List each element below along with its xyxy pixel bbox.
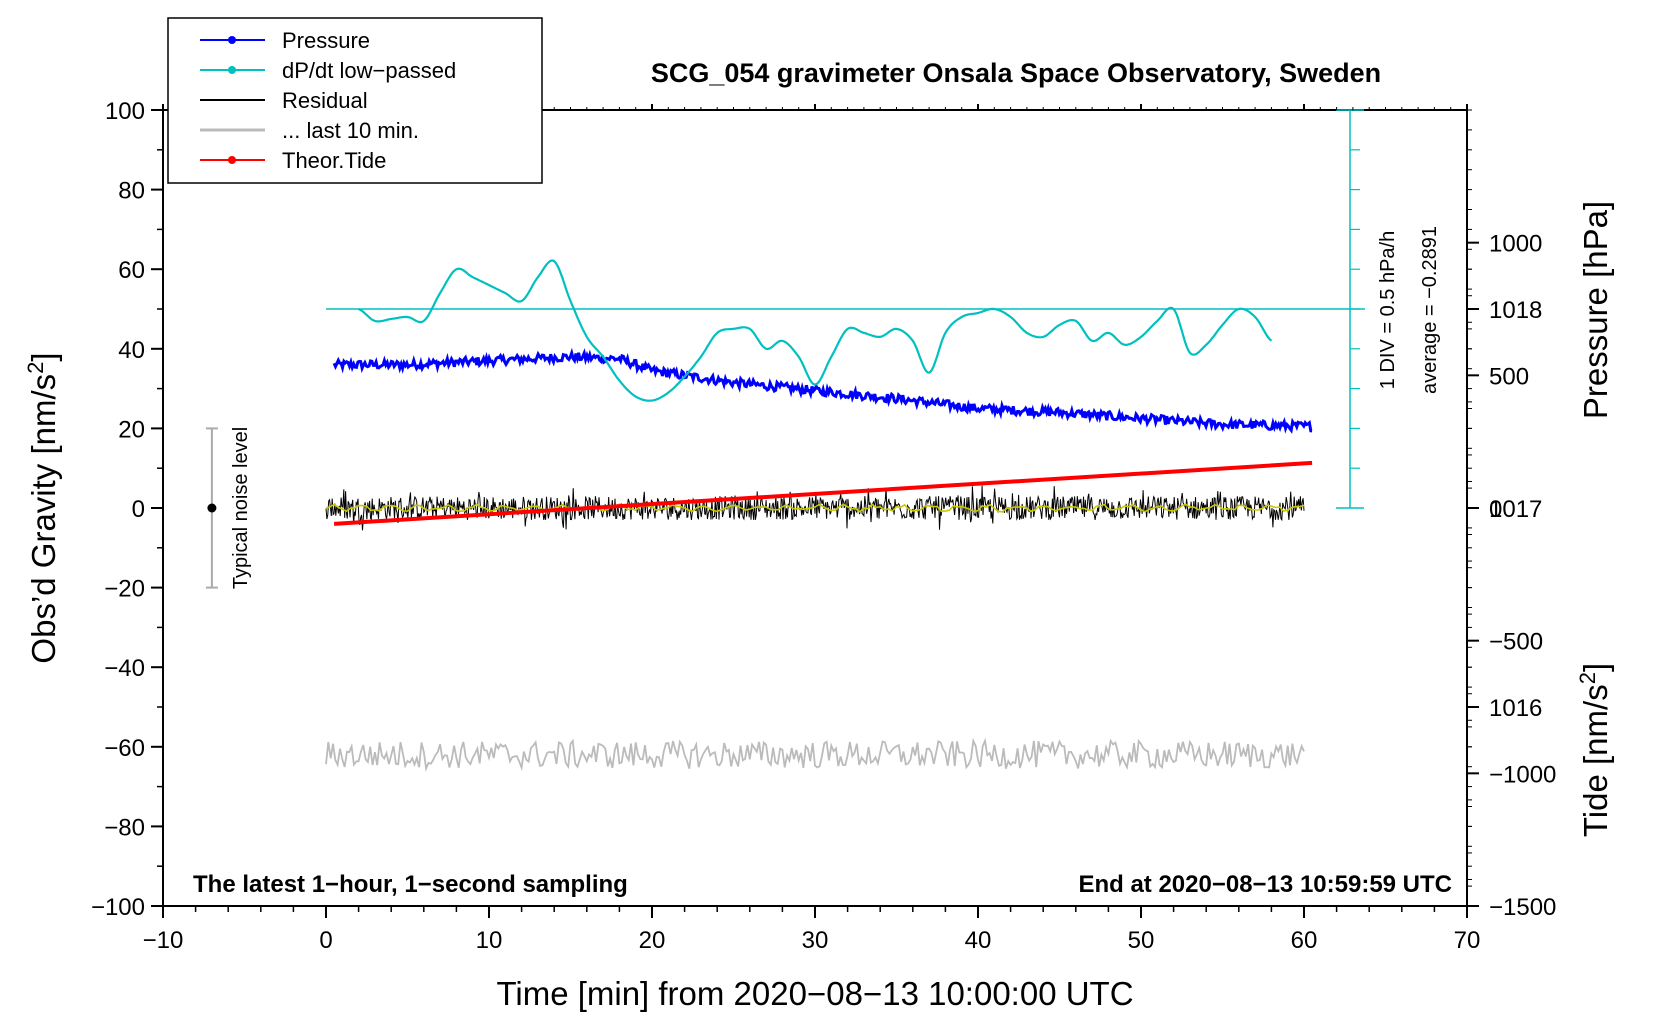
y-tide-tick-label: 0 <box>1489 496 1502 523</box>
series-residual-smoothed-line <box>325 503 1305 513</box>
y-left-tick-label: −100 <box>91 894 145 921</box>
y-pressure-tick-label: 1016 <box>1489 695 1542 722</box>
series-residual-line <box>325 485 1305 531</box>
x-tick-label: 50 <box>1128 927 1155 954</box>
y-left-tick-label: −20 <box>104 576 145 603</box>
left-axis-title-main: Obs’d Gravity [nm/s <box>25 374 62 664</box>
legend-label: Theor.Tide <box>282 148 386 173</box>
series-theor-tide-line <box>333 460 1313 526</box>
y-pressure-tick-label: 1018 <box>1489 297 1542 324</box>
dpdt-div-label: 1 DIV = 0.5 hPa/h <box>1377 231 1399 389</box>
x-axis-title: Time [min] from 2020−08−13 10:00:00 UTC <box>496 975 1133 1012</box>
y-tide-tick-label: −1000 <box>1489 761 1556 788</box>
x-tick-label: 60 <box>1291 927 1318 954</box>
y-left-tick-label: 80 <box>118 178 145 205</box>
noise-level-dot <box>207 503 217 513</box>
chart-title: SCG_054 gravimeter Onsala Space Observat… <box>651 58 1381 88</box>
reference-layer <box>205 109 1365 589</box>
x-tick-label: 0 <box>319 927 332 954</box>
x-tick-label: 10 <box>476 927 503 954</box>
note-sampling: The latest 1−hour, 1−second sampling <box>193 871 628 898</box>
legend-marker <box>228 36 236 44</box>
y-left-tick-label: −40 <box>104 655 145 682</box>
x-tick-label: 30 <box>802 927 829 954</box>
y-left-tick-label: 40 <box>118 337 145 364</box>
tide-axis-title-sup: 2 <box>1575 672 1600 684</box>
y-left-tick-label: −80 <box>104 814 145 841</box>
noise-level-label: Typical noise level <box>230 427 252 589</box>
y-left-tick-label: 20 <box>118 416 145 443</box>
y-pressure-tick-label: 1017 <box>1489 496 1542 523</box>
legend-label: Residual <box>282 88 368 113</box>
tick-layer: −10 0 10 20 30 40 50 60 70100806040200−20−40−60−… <box>91 98 1556 954</box>
series-dpdt-line <box>358 259 1273 402</box>
note-end-time: End at 2020−08−13 10:59:59 UTC <box>1078 871 1452 898</box>
left-axis-title: Obs’d Gravity [nm/s2] <box>23 352 62 663</box>
y-tide-tick-label: −1500 <box>1489 894 1556 921</box>
left-axis-title-close: ] <box>25 352 62 361</box>
legend-marker <box>228 156 236 164</box>
tide-axis-title-main: Tide [nm/s <box>1577 684 1614 837</box>
x-tick-label: −10 <box>143 927 184 954</box>
series-pressure-line <box>332 347 1313 434</box>
series-layer <box>325 259 1313 773</box>
y-tide-tick-label: 1000 <box>1489 231 1542 258</box>
y-left-tick-label: −60 <box>104 735 145 762</box>
legend-label: ... last 10 min. <box>282 118 419 143</box>
legend-label: Pressure <box>282 28 370 53</box>
tide-axis-title: Tide [nm/s2] <box>1575 663 1614 837</box>
legend-label: dP/dt low−passed <box>282 58 456 83</box>
x-tick-label: 70 <box>1454 927 1481 954</box>
legend-items: Pressure dP/dt low−passed Residual ... last… <box>200 28 456 173</box>
legend-marker <box>228 66 236 74</box>
legend: Pressure dP/dt low−passed Residual ... last… <box>167 17 543 184</box>
y-tide-tick-label: −500 <box>1489 629 1543 656</box>
pressure-axis-title: Pressure [hPa] <box>1577 201 1614 419</box>
tide-axis-title-close: ] <box>1577 663 1614 672</box>
dpdt-average-label: average = −0.2891 <box>1419 226 1441 394</box>
y-left-tick-label: 100 <box>105 98 145 125</box>
x-tick-label: 40 <box>965 927 992 954</box>
y-left-tick-label: 60 <box>118 257 145 284</box>
y-left-tick-label: 0 <box>132 496 145 523</box>
left-axis-title-sup: 2 <box>23 362 48 374</box>
y-tide-tick-label: 500 <box>1489 363 1529 390</box>
x-tick-label: 20 <box>639 927 666 954</box>
series-last-10-min-line <box>325 737 1305 773</box>
